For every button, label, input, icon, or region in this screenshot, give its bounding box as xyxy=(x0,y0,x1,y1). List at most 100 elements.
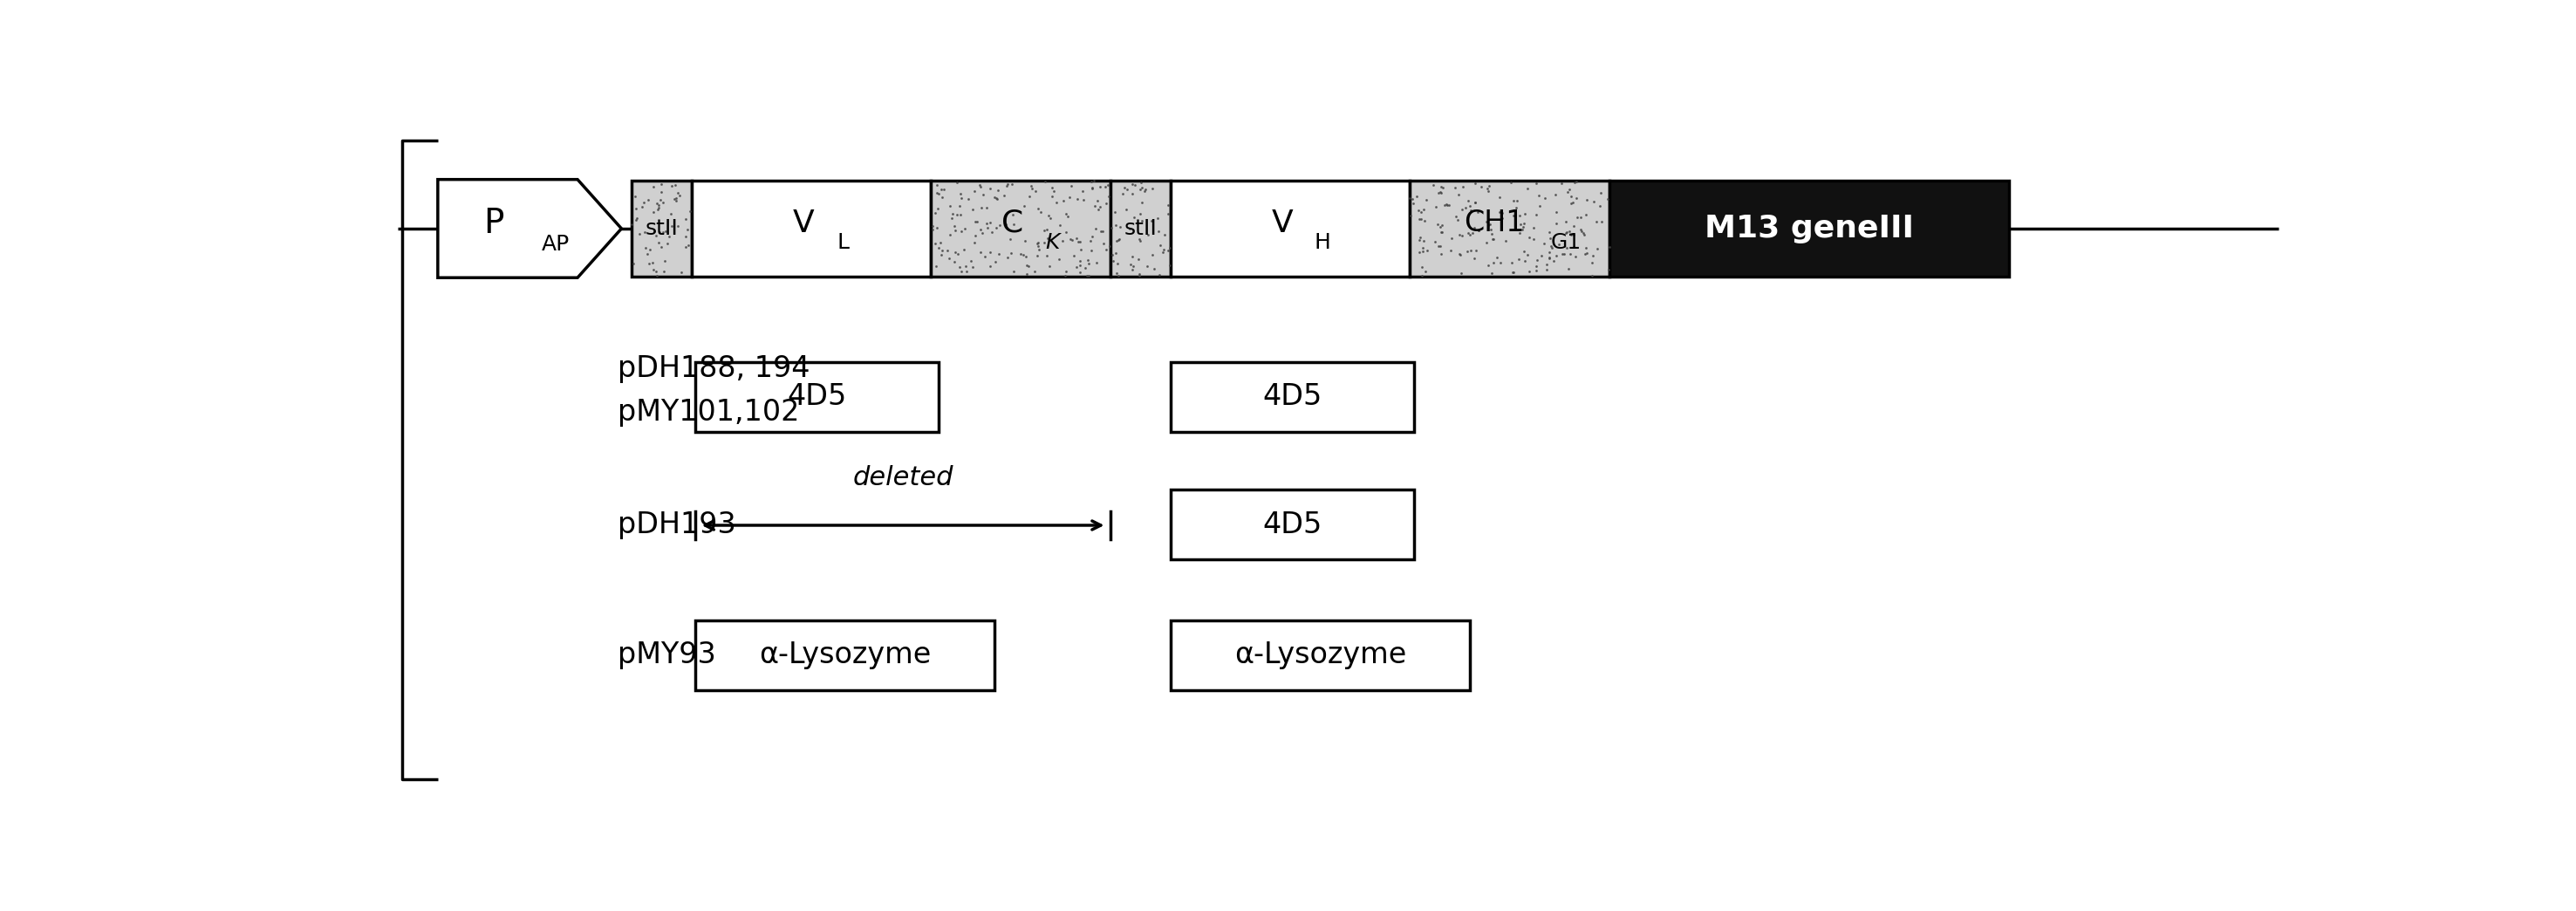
Point xyxy=(1589,240,1631,254)
Point xyxy=(1419,185,1461,200)
Point xyxy=(1005,233,1046,248)
Point xyxy=(1069,233,1110,248)
Point xyxy=(1453,176,1494,190)
Point xyxy=(623,225,665,240)
Point xyxy=(1481,256,1522,271)
Point xyxy=(1548,247,1589,261)
Point xyxy=(1497,193,1538,208)
Point xyxy=(1481,210,1522,225)
Point xyxy=(1043,269,1084,283)
Point xyxy=(1445,244,1486,259)
Point xyxy=(1023,223,1064,238)
Point xyxy=(1510,230,1551,244)
Bar xyxy=(1110,181,1170,276)
Point xyxy=(1084,242,1126,257)
Point xyxy=(1118,252,1159,267)
Point xyxy=(1515,177,1556,191)
Point xyxy=(1425,197,1466,211)
Point xyxy=(636,202,677,217)
Point xyxy=(1074,221,1115,236)
Polygon shape xyxy=(438,179,621,278)
Point xyxy=(1553,250,1595,264)
Point xyxy=(1564,246,1605,261)
Point xyxy=(987,251,1028,265)
Point xyxy=(1553,219,1595,233)
Point xyxy=(1079,224,1121,239)
Text: M13 geneIII: M13 geneIII xyxy=(1705,214,1914,243)
Point xyxy=(657,186,698,200)
Point xyxy=(652,220,693,234)
Point xyxy=(1033,184,1074,199)
Point xyxy=(1077,193,1118,208)
Point xyxy=(1427,198,1468,212)
Point xyxy=(1435,180,1476,195)
Point xyxy=(1030,189,1072,203)
Point xyxy=(667,222,708,237)
Text: α-Lysozyme: α-Lysozyme xyxy=(1234,640,1406,670)
Point xyxy=(1041,218,1082,232)
Point xyxy=(961,179,1002,194)
Point xyxy=(1051,233,1092,248)
Point xyxy=(979,218,1020,232)
Point xyxy=(1577,241,1618,256)
Point xyxy=(992,177,1033,191)
Point xyxy=(994,218,1036,232)
Point xyxy=(1406,243,1448,258)
Point xyxy=(927,251,969,265)
Point xyxy=(611,218,652,232)
Point xyxy=(1440,202,1481,217)
Point xyxy=(1072,180,1113,195)
Point xyxy=(1103,187,1144,201)
Point xyxy=(1417,186,1458,200)
Point xyxy=(639,192,680,207)
Point xyxy=(1548,185,1589,200)
Point xyxy=(1468,258,1510,272)
Point xyxy=(634,224,675,239)
Point xyxy=(1507,248,1548,262)
Point xyxy=(1007,266,1048,281)
Point xyxy=(1499,217,1540,231)
Point xyxy=(940,260,981,274)
Point xyxy=(1038,252,1079,267)
Point xyxy=(1448,193,1489,208)
Point xyxy=(992,264,1033,279)
Point xyxy=(1005,250,1046,264)
Point xyxy=(636,228,677,242)
Point xyxy=(1030,210,1072,225)
Point xyxy=(987,217,1028,231)
Point xyxy=(1100,220,1141,234)
Point xyxy=(1530,239,1571,253)
Point xyxy=(1455,196,1497,210)
Point xyxy=(1492,175,1533,189)
Point xyxy=(1054,249,1095,263)
Point xyxy=(616,211,657,226)
Point xyxy=(1020,205,1061,220)
Text: K: K xyxy=(1046,232,1059,253)
Point xyxy=(961,222,1002,237)
Point xyxy=(943,221,984,236)
Point xyxy=(636,263,677,278)
Point xyxy=(1450,227,1492,241)
Point xyxy=(1546,241,1587,255)
Point xyxy=(948,192,989,207)
Point xyxy=(1538,238,1579,252)
Point xyxy=(1126,182,1167,197)
Point xyxy=(629,242,670,257)
Point xyxy=(951,261,992,275)
Point xyxy=(940,264,981,279)
Point xyxy=(1561,221,1602,236)
Point xyxy=(963,187,1005,201)
Point xyxy=(1090,239,1131,253)
Bar xyxy=(696,620,994,691)
Point xyxy=(940,224,981,239)
Point xyxy=(662,265,703,280)
Point xyxy=(1113,259,1154,273)
Point xyxy=(1553,240,1595,254)
Point xyxy=(953,184,994,199)
Point xyxy=(1018,201,1059,216)
Point xyxy=(1566,192,1607,207)
Point xyxy=(922,248,963,262)
Point xyxy=(1007,258,1048,272)
Point xyxy=(1579,186,1620,200)
Point xyxy=(1128,228,1170,242)
